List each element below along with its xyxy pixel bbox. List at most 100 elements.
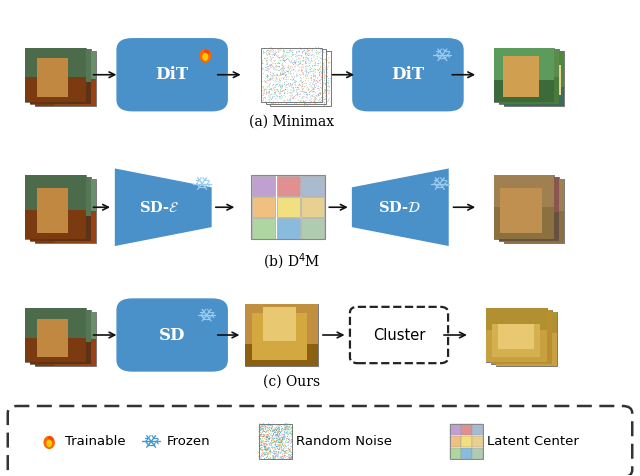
FancyBboxPatch shape xyxy=(301,176,324,196)
Point xyxy=(280,431,290,439)
Point xyxy=(255,420,265,427)
Point xyxy=(277,439,287,446)
Point xyxy=(264,445,275,452)
Point xyxy=(310,69,321,76)
Point xyxy=(285,421,296,429)
Point xyxy=(263,73,273,80)
Point xyxy=(289,59,300,67)
Point xyxy=(285,82,296,89)
Point xyxy=(318,80,328,88)
Point xyxy=(301,65,311,72)
Point xyxy=(270,425,280,432)
Point xyxy=(307,92,317,100)
Point xyxy=(274,422,284,429)
Point xyxy=(273,71,283,79)
Point xyxy=(265,434,275,442)
Point xyxy=(275,438,285,446)
Point xyxy=(276,439,286,447)
Point xyxy=(300,71,310,79)
Point xyxy=(312,82,323,89)
Point xyxy=(282,68,292,76)
Point xyxy=(296,73,306,81)
Point xyxy=(296,86,307,94)
Point xyxy=(282,82,292,89)
Point xyxy=(271,443,282,450)
Point xyxy=(276,45,286,52)
Point xyxy=(259,428,269,436)
Point xyxy=(264,92,274,100)
Point xyxy=(260,455,270,463)
Point xyxy=(298,92,308,99)
Point xyxy=(278,53,288,61)
Point xyxy=(282,84,292,91)
Point xyxy=(298,80,308,88)
Point xyxy=(284,96,294,103)
Point xyxy=(303,83,314,90)
Point xyxy=(308,73,318,80)
Point xyxy=(285,57,295,64)
Point xyxy=(264,429,274,436)
Point xyxy=(314,50,324,58)
Point xyxy=(275,69,285,77)
Point xyxy=(271,450,281,457)
Point xyxy=(269,84,279,91)
Point xyxy=(276,433,287,441)
Point xyxy=(279,442,289,450)
Point xyxy=(271,448,281,456)
Point xyxy=(282,68,292,76)
Point xyxy=(285,430,295,437)
Point xyxy=(260,438,271,446)
Point xyxy=(289,57,299,64)
Point xyxy=(273,442,284,449)
Point xyxy=(262,447,272,455)
Point xyxy=(277,77,287,84)
Point xyxy=(262,440,272,448)
Point xyxy=(266,427,276,435)
Point xyxy=(271,63,282,70)
Point xyxy=(312,78,323,85)
Point xyxy=(258,425,268,432)
Point xyxy=(286,427,296,435)
Point xyxy=(278,67,289,74)
Point xyxy=(275,427,285,435)
Point xyxy=(276,444,286,452)
Point xyxy=(284,423,294,431)
Point xyxy=(316,90,326,98)
Point xyxy=(259,95,269,103)
Point xyxy=(294,97,304,104)
Point xyxy=(310,84,321,91)
Point xyxy=(281,420,291,427)
Point xyxy=(285,93,295,100)
Point xyxy=(316,95,326,103)
Point xyxy=(271,95,281,102)
Point xyxy=(276,448,286,456)
Point xyxy=(266,75,276,83)
Point xyxy=(255,427,266,435)
Point xyxy=(307,98,317,105)
Point xyxy=(269,86,279,94)
Point xyxy=(257,430,267,437)
Point xyxy=(270,432,280,439)
Point xyxy=(303,77,314,85)
Point xyxy=(282,426,292,434)
Point xyxy=(305,95,315,103)
Point xyxy=(285,71,295,79)
Point xyxy=(277,52,287,60)
Point xyxy=(307,73,317,81)
Point xyxy=(284,438,294,446)
Point xyxy=(262,434,272,441)
Point xyxy=(321,90,332,98)
Point xyxy=(273,425,284,432)
Point xyxy=(300,89,310,96)
Point xyxy=(271,81,281,89)
Point xyxy=(323,73,333,80)
Point xyxy=(300,44,310,52)
Point xyxy=(279,91,289,99)
Point xyxy=(308,64,318,72)
Point xyxy=(268,452,278,459)
Point xyxy=(300,71,310,79)
Point xyxy=(262,445,273,453)
Point xyxy=(313,66,323,73)
Point xyxy=(259,443,269,450)
Point xyxy=(280,426,291,434)
